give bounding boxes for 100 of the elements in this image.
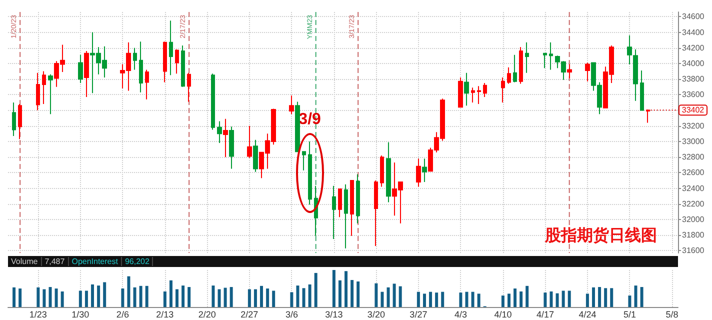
candlestick (585, 62, 590, 82)
bar (12, 287, 16, 307)
candlestick (525, 42, 529, 74)
bar (550, 291, 553, 307)
x-tick-label: 3/6 (285, 310, 298, 320)
bar (36, 287, 40, 307)
y-tick-label: 33800 (682, 74, 705, 84)
bar (634, 286, 638, 307)
bar (48, 287, 52, 307)
bar (121, 288, 124, 307)
bar (163, 291, 166, 307)
x-tick-label: 4/24 (578, 310, 596, 320)
bar (42, 289, 46, 307)
candlestick (501, 77, 505, 103)
x-tick-label: 5/1 (623, 310, 636, 320)
candlestick (543, 52, 547, 69)
bar (459, 292, 462, 307)
candlestick (549, 42, 553, 70)
candlestick (133, 47, 137, 70)
candlestick (84, 50, 89, 98)
candlestick (163, 41, 167, 83)
bar (60, 291, 64, 307)
bar (435, 292, 438, 307)
candlestick (42, 70, 46, 105)
candlestick (513, 54, 517, 83)
candlestick (181, 45, 185, 88)
x-tick-label: 1/23 (29, 310, 47, 320)
bar (514, 288, 517, 307)
bar (640, 287, 644, 307)
candlestick (169, 20, 173, 76)
annotation: 3/9 (298, 110, 322, 128)
x-tick-label: 4/10 (494, 310, 512, 320)
candlestick (139, 41, 143, 93)
x-tick-label: 2/13 (156, 310, 174, 320)
y-tick-label: 32200 (682, 199, 705, 208)
text: 96,202 (122, 257, 154, 266)
candlestick (211, 73, 215, 130)
bar (169, 280, 172, 307)
text: Volume (8, 257, 42, 266)
bar (429, 292, 432, 307)
candlestick (145, 69, 149, 100)
annotation: 33402 (682, 106, 705, 115)
bar (507, 294, 510, 307)
x-tick-label: 1/30 (72, 310, 90, 320)
text: OpenInterest (68, 257, 122, 266)
x-tick-label: 3/13 (325, 310, 343, 320)
bar (54, 288, 58, 307)
bar (18, 288, 22, 307)
bar (145, 286, 148, 307)
bar (78, 290, 82, 307)
candlestick (12, 102, 16, 137)
x-tick-label: 2/6 (116, 310, 129, 320)
x-tick-label: 3/20 (367, 310, 385, 320)
candlestick (507, 66, 511, 84)
y-tick-label: 31800 (682, 230, 705, 240)
bar (133, 287, 136, 307)
bar (562, 290, 565, 307)
y-tick-label: 33200 (682, 121, 705, 130)
bar (127, 276, 130, 307)
candlestick (519, 46, 523, 84)
y-tick-label: 32000 (682, 214, 705, 224)
bar (520, 291, 523, 307)
bar (628, 296, 632, 307)
candlestick (464, 72, 469, 106)
bar (586, 294, 589, 307)
y-tick-label: 34400 (682, 28, 705, 37)
candlestick (567, 64, 572, 79)
bar (544, 292, 547, 307)
bar (97, 286, 100, 307)
bar (139, 286, 142, 307)
bar (103, 282, 106, 307)
bar (604, 288, 608, 307)
bar (91, 284, 94, 307)
x-tick-label: 4/17 (536, 310, 554, 320)
bar (501, 296, 504, 307)
candlestick (36, 72, 40, 111)
candlestick (646, 108, 650, 124)
x-tick-label: 2/20 (198, 310, 216, 320)
bar (556, 293, 559, 307)
bar (471, 292, 474, 307)
candlestick (18, 104, 22, 140)
text: 股指期货日线图 (544, 226, 657, 244)
bar (592, 287, 595, 307)
y-tick-label: 34200 (682, 43, 705, 52)
candlestick (471, 87, 475, 103)
y-tick-label: 31600 (682, 246, 705, 256)
y-tick-label: 34000 (682, 58, 705, 68)
candlestick (48, 74, 53, 115)
y-tick-label: 34600 (682, 12, 705, 22)
bar (441, 292, 444, 307)
bar (568, 290, 571, 307)
x-tick-label: 2/27 (240, 310, 258, 320)
y-tick-label: 33000 (682, 136, 705, 146)
candlestick (175, 48, 179, 74)
bar (526, 286, 529, 307)
y-tick-label: 33600 (682, 90, 705, 100)
x-tick-label: 5/8 (666, 310, 678, 320)
candlestick (458, 77, 463, 108)
x-tick-label: 3/27 (410, 310, 428, 320)
bar (465, 292, 468, 307)
